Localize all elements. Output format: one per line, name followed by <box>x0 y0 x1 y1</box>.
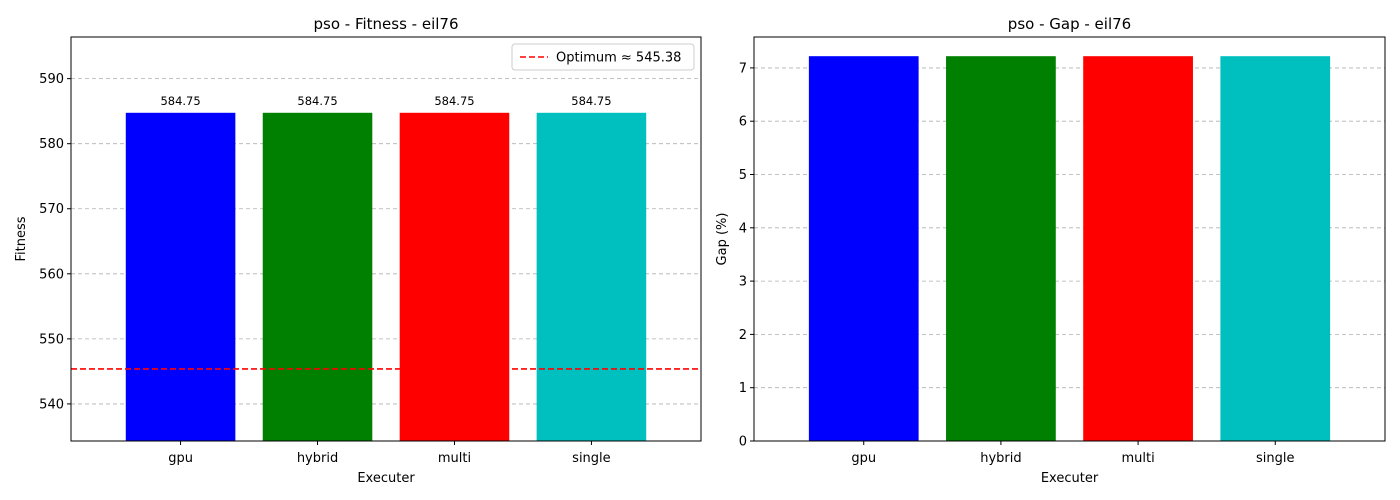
y-tick-label: 1 <box>739 381 747 396</box>
bar-multi <box>1083 56 1193 441</box>
y-tick-label: 2 <box>739 328 747 343</box>
data-label: 584.75 <box>571 94 611 108</box>
axes-frame <box>753 36 1386 442</box>
x-axis-label: Executer <box>357 471 415 486</box>
y-tick-label: 590 <box>39 72 64 87</box>
y-tick-label: 4 <box>739 221 747 236</box>
bar-single <box>536 112 647 442</box>
data-label: 584.75 <box>160 94 200 108</box>
x-tick-label: hybrid <box>980 451 1021 466</box>
bar-gpu <box>125 112 236 442</box>
y-axis-label: Gap (%) <box>715 213 730 266</box>
x-tick-label: multi <box>1121 451 1154 466</box>
y-tick-label: 3 <box>739 275 747 290</box>
bar-gpu <box>808 56 919 441</box>
bar-single <box>1220 56 1331 441</box>
legend-label: Optimum ≈ 545.38 <box>556 51 681 66</box>
x-tick-label: multi <box>438 451 471 466</box>
y-tick-label: 540 <box>39 397 64 412</box>
y-tick-label: 7 <box>739 61 747 76</box>
legend-box <box>511 43 695 71</box>
bar-hybrid <box>262 112 373 442</box>
legend: Optimum ≈ 545.38 <box>511 43 695 71</box>
x-tick-label: gpu <box>168 451 193 466</box>
bar-hybrid <box>946 56 1056 441</box>
chart-1: 584.75 584.75 584.75 584.75 540 550 560 570 580 5… <box>14 15 702 486</box>
y-tick-label: 580 <box>39 137 64 152</box>
x-tick-label: hybrid <box>297 451 338 466</box>
y-tick-label: 0 <box>739 435 747 450</box>
axes-frame <box>70 36 702 442</box>
x-axis-label: Executer <box>1041 471 1099 486</box>
y-tick-label: 5 <box>739 168 747 183</box>
y-tick-label: 570 <box>39 202 64 217</box>
bar-multi <box>399 112 510 442</box>
data-label: 584.75 <box>297 94 337 108</box>
x-tick-label: gpu <box>851 451 876 466</box>
y-tick-label: 550 <box>39 332 64 347</box>
x-tick-label: single <box>1256 451 1295 466</box>
chart-2: 0 1 2 3 4 5 6 7 gpu hybrid multi single pso - Gap - … <box>715 15 1386 486</box>
y-tick-label: 560 <box>39 267 64 282</box>
chart-title: pso - Fitness - eil76 <box>313 15 458 33</box>
y-axis-label: Fitness <box>14 216 29 261</box>
data-label: 584.75 <box>434 94 474 108</box>
chart-title: pso - Gap - eil76 <box>1008 15 1131 33</box>
y-tick-label: 6 <box>739 115 747 130</box>
x-tick-label: single <box>572 451 611 466</box>
